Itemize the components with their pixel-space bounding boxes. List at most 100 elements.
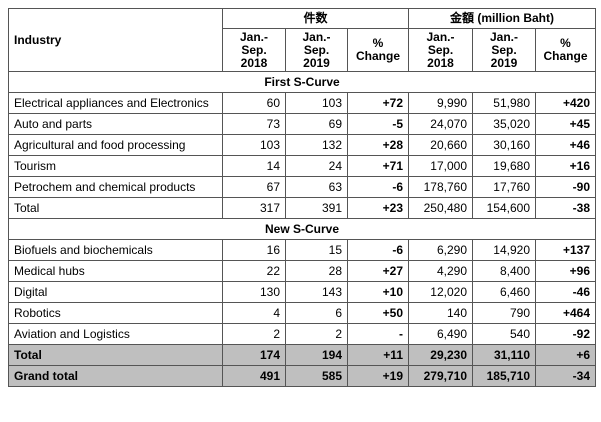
value-cell: +72	[347, 92, 409, 114]
table-row: Petrochem and chemical products 67 63 -6 178…	[8, 176, 597, 198]
value-cell: 194	[285, 344, 348, 366]
value-cell: +96	[534, 260, 597, 282]
value-cell: 130	[222, 281, 286, 303]
value-cell: -92	[534, 323, 597, 345]
value-cell: 9,990	[408, 92, 473, 114]
header-line: Jan.-	[489, 29, 518, 44]
table-row: Tourism 14 24 +71 17,000 19,680 +16	[8, 155, 597, 177]
header-line: Jan.-	[239, 29, 268, 44]
value-cell: 4,290	[408, 260, 473, 282]
column-header: Jan.- Sep. 2018	[408, 28, 473, 72]
header-line: Change	[355, 49, 400, 63]
value-cell: 2	[222, 323, 286, 345]
value-cell: 15	[285, 239, 348, 261]
value-cell: +464	[534, 302, 597, 324]
value-cell: 28	[285, 260, 348, 282]
value-cell: +28	[347, 134, 409, 156]
table-row: Biofuels and biochemicals 16 15 -6 6,290 14,9…	[8, 239, 597, 261]
header-line: %	[372, 36, 384, 50]
header-line: 2018	[427, 55, 454, 70]
value-cell: 67	[222, 176, 286, 198]
table-row: Grand total 491 585 +19 279,710 185,710 -34	[8, 365, 597, 387]
table-body: First S-Curve Electrical appliances and E…	[7, 71, 597, 387]
value-cell: -5	[347, 113, 409, 135]
value-cell: 20,660	[408, 134, 473, 156]
value-cell: 73	[222, 113, 286, 135]
value-cell: 491	[222, 365, 286, 387]
value-cell: 154,600	[472, 197, 536, 219]
value-cell: 103	[222, 134, 286, 156]
value-cell: +420	[534, 92, 597, 114]
value-cell: 279,710	[408, 365, 473, 387]
value-cell: +27	[347, 260, 409, 282]
value-cell: 540	[472, 323, 536, 345]
value-cell: 132	[285, 134, 348, 156]
value-cell: 790	[472, 302, 536, 324]
value-cell: -46	[534, 281, 597, 303]
value-cell: 585	[285, 365, 348, 387]
section-row: New S-Curve	[7, 218, 597, 240]
industry-cell: Medical hubs	[8, 260, 223, 282]
value-cell: 63	[285, 176, 348, 198]
table-header: Industry 件数 金額 (million Baht) Jan.- Sep. 2…	[8, 8, 597, 72]
table-row: Agricultural and food processing 103 132 +2…	[8, 134, 597, 156]
header-line: Sep.	[241, 42, 267, 57]
table-row: Total 174 194 +11 29,230 31,110 +6	[8, 344, 597, 366]
value-cell: +11	[347, 344, 409, 366]
value-cell: 6,460	[472, 281, 536, 303]
value-cell: -34	[534, 365, 597, 387]
value-cell: 22	[222, 260, 286, 282]
header-line: %	[560, 36, 571, 50]
header-line: Jan.-	[426, 29, 455, 44]
table-row: Auto and parts 73 69 -5 24,070 35,020 +45	[8, 113, 597, 135]
value-cell: 14	[222, 155, 286, 177]
value-cell: 12,020	[408, 281, 473, 303]
value-cell: 6	[285, 302, 348, 324]
industry-cell: Total	[8, 197, 223, 219]
value-cell: 19,680	[472, 155, 536, 177]
header-line: 2019	[490, 55, 518, 70]
value-cell: +10	[347, 281, 409, 303]
value-cell: 17,000	[408, 155, 473, 177]
column-header: Jan.- Sep. 2019	[472, 28, 536, 72]
header-line: 2019	[303, 55, 330, 70]
value-cell: 317	[222, 197, 286, 219]
value-cell: +6	[534, 344, 597, 366]
group-header: 件数	[222, 8, 409, 29]
column-header: % Change	[534, 28, 597, 72]
industry-cell: Agricultural and food processing	[8, 134, 223, 156]
value-cell: 178,760	[408, 176, 473, 198]
value-cell: 24	[285, 155, 348, 177]
value-cell: 8,400	[472, 260, 536, 282]
value-cell: +71	[347, 155, 409, 177]
table-row: Robotics 4 6 +50 140 790 +464	[8, 302, 597, 324]
value-cell: 17,760	[472, 176, 536, 198]
value-cell: 143	[285, 281, 348, 303]
value-cell: 60	[222, 92, 286, 114]
section-title: New S-Curve	[7, 218, 597, 240]
value-cell: 140	[408, 302, 473, 324]
value-cell: 250,480	[408, 197, 473, 219]
value-cell: +23	[347, 197, 409, 219]
section-title: First S-Curve	[7, 71, 597, 93]
value-cell: +50	[347, 302, 409, 324]
value-cell: 24,070	[408, 113, 473, 135]
value-cell: 29,230	[408, 344, 473, 366]
value-cell: +45	[534, 113, 597, 135]
data-table: Industry 件数 金額 (million Baht) Jan.- Sep. 2…	[7, 8, 597, 387]
industry-header: Industry	[8, 8, 223, 72]
header-line: Sep.	[427, 42, 454, 57]
industry-cell: Digital	[8, 281, 223, 303]
value-cell: +46	[534, 134, 597, 156]
table-row: Total 317 391 +23 250,480 154,600 -38	[8, 197, 597, 219]
industry-cell: Aviation and Logistics	[8, 323, 223, 345]
industry-cell: Petrochem and chemical products	[8, 176, 223, 198]
header-line: Sep.	[303, 42, 330, 57]
industry-cell: Electrical appliances and Electronics	[8, 92, 223, 114]
section-row: First S-Curve	[7, 71, 597, 93]
value-cell: +19	[347, 365, 409, 387]
column-header: % Change	[347, 28, 409, 72]
industry-cell: Tourism	[8, 155, 223, 177]
value-cell: 185,710	[472, 365, 536, 387]
value-cell: 6,290	[408, 239, 473, 261]
